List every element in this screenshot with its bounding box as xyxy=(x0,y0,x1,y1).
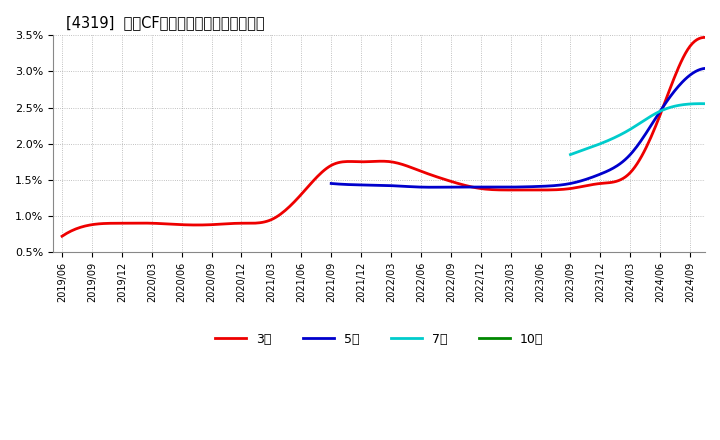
Legend: 3年, 5年, 7年, 10年: 3年, 5年, 7年, 10年 xyxy=(210,328,549,351)
5年 xyxy=(656,109,665,114)
5年 xyxy=(566,181,575,186)
7年 xyxy=(692,101,701,106)
3年 xyxy=(479,186,487,191)
Line: 7年: 7年 xyxy=(570,104,720,154)
5年 xyxy=(328,181,337,186)
7年 xyxy=(716,101,720,106)
Text: [4319]  営業CFマージンの標準偏差の推移: [4319] 営業CFマージンの標準偏差の推移 xyxy=(66,15,265,30)
7年 xyxy=(655,109,664,114)
3年 xyxy=(60,232,68,237)
5年 xyxy=(716,70,720,76)
3年 xyxy=(58,234,66,239)
7年 xyxy=(654,109,663,114)
7年 xyxy=(657,108,666,113)
7年 xyxy=(697,101,706,106)
7年 xyxy=(567,152,575,157)
3年 xyxy=(467,184,476,190)
3年 xyxy=(681,51,690,56)
Line: 3年: 3年 xyxy=(62,37,720,236)
5年 xyxy=(558,182,567,187)
7年 xyxy=(702,101,711,106)
5年 xyxy=(327,181,336,186)
3年 xyxy=(700,35,708,40)
3年 xyxy=(637,154,646,159)
3年 xyxy=(465,184,474,189)
5年 xyxy=(428,185,437,190)
5年 xyxy=(559,182,568,187)
5年 xyxy=(680,77,689,82)
7年 xyxy=(566,152,575,157)
Line: 5年: 5年 xyxy=(331,68,720,187)
5年 xyxy=(703,66,711,71)
